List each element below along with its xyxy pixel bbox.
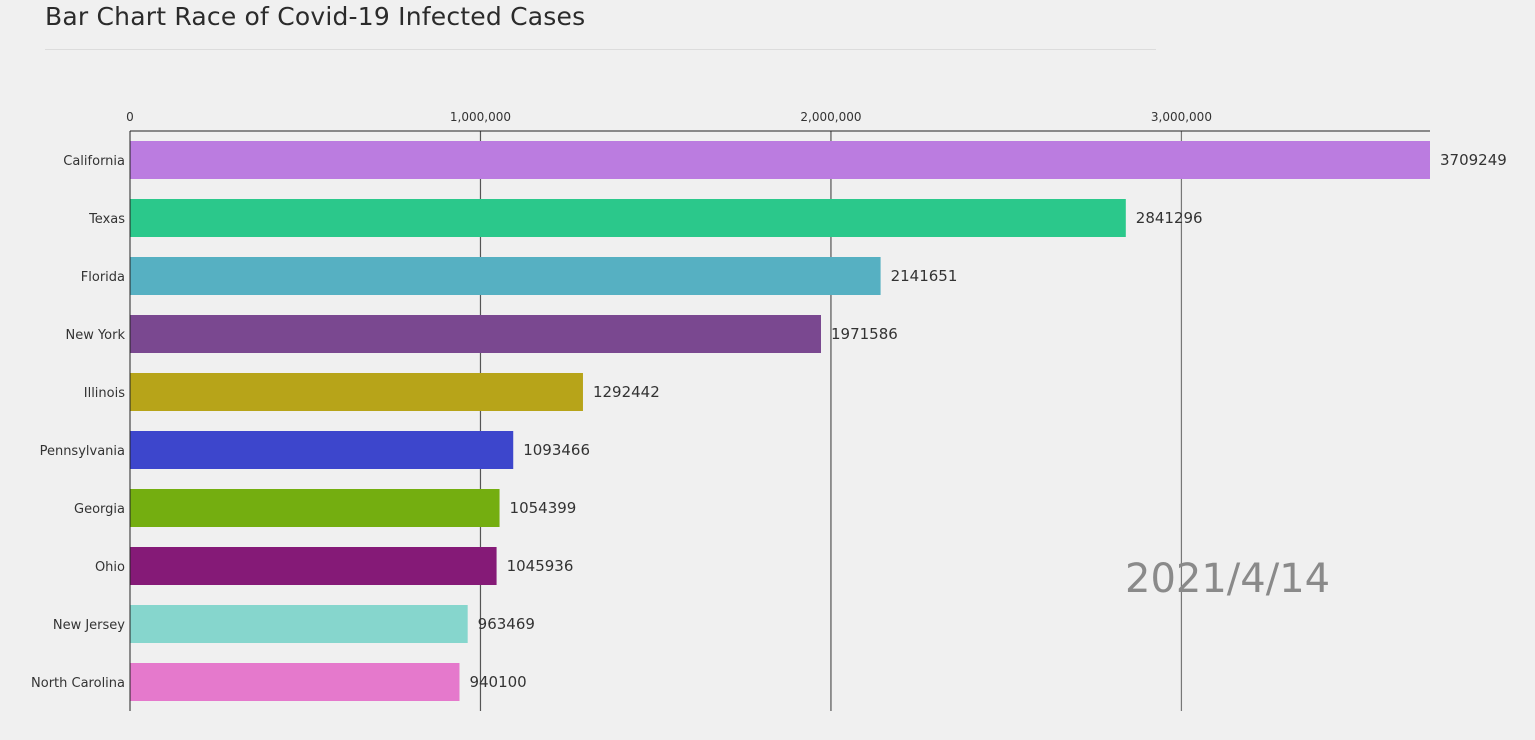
- date-label: 2021/4/14: [1125, 556, 1330, 602]
- bar: [130, 547, 497, 585]
- category-label: California: [63, 154, 125, 169]
- category-label: Ohio: [95, 560, 125, 575]
- bar: [130, 663, 460, 701]
- labels: 0 1,000,000 2,000,000 3,000,000 California 37…: [31, 110, 1507, 691]
- bar: [130, 199, 1126, 237]
- value-label: 940100: [469, 673, 526, 691]
- category-label: Georgia: [74, 502, 125, 517]
- bar: [130, 141, 1430, 179]
- value-label: 963469: [478, 615, 535, 633]
- category-label: North Carolina: [31, 676, 125, 691]
- axes: [129, 130, 1430, 711]
- bar: [130, 431, 514, 469]
- bar: [130, 605, 468, 643]
- chart-title: Bar Chart Race of Covid-19 Infected Case…: [45, 2, 586, 31]
- bar: [130, 257, 881, 295]
- x-tick-label: 2,000,000: [800, 110, 861, 124]
- bar: [130, 489, 500, 527]
- bar: [130, 315, 821, 353]
- value-label: 2841296: [1136, 209, 1203, 227]
- value-label: 1054399: [510, 499, 577, 517]
- category-label: Florida: [81, 270, 125, 285]
- category-label: Pennsylvania: [40, 444, 125, 459]
- x-tick-label: 0: [126, 110, 134, 124]
- value-label: 1045936: [507, 557, 574, 575]
- value-label: 1093466: [523, 441, 590, 459]
- category-label: New York: [65, 328, 125, 343]
- x-tick-label: 3,000,000: [1151, 110, 1212, 124]
- category-label: Texas: [88, 212, 125, 227]
- title-divider: [45, 49, 1156, 50]
- x-tick-label: 1,000,000: [450, 110, 511, 124]
- bars: [130, 141, 1430, 701]
- value-label: 1971586: [831, 325, 898, 343]
- value-label: 1292442: [593, 383, 660, 401]
- bar: [130, 373, 583, 411]
- category-label: Illinois: [84, 386, 125, 401]
- value-label: 2141651: [891, 267, 958, 285]
- category-label: New Jersey: [53, 618, 125, 633]
- value-label: 3709249: [1440, 151, 1507, 169]
